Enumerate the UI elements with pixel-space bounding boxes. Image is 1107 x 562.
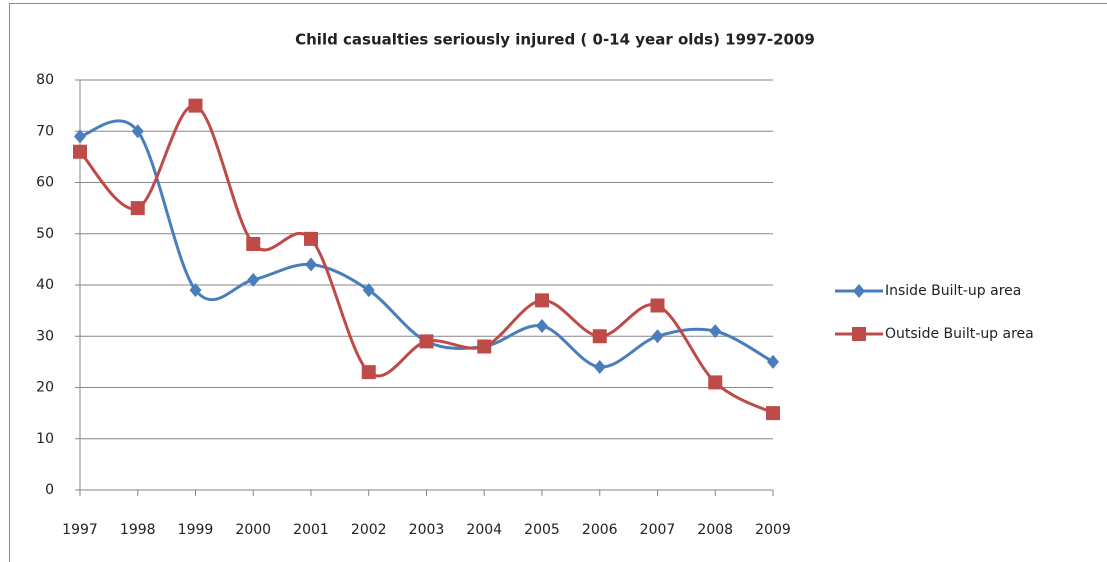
data-point bbox=[419, 334, 434, 349]
x-tick-label: 2004 bbox=[466, 522, 502, 538]
x-tick-label: 1998 bbox=[120, 522, 156, 538]
x-tick-label: 1999 bbox=[178, 522, 214, 538]
x-tick-label: 2006 bbox=[582, 522, 618, 538]
data-point bbox=[650, 298, 665, 313]
data-point bbox=[189, 283, 202, 298]
series-line bbox=[78, 104, 774, 415]
data-point bbox=[305, 257, 317, 272]
legend-label: Outside Built-up area bbox=[885, 326, 1034, 342]
legend-marker bbox=[853, 284, 865, 298]
chart-title: Child casualties seriously injured ( 0-1… bbox=[295, 31, 815, 49]
data-point bbox=[709, 324, 722, 339]
data-point bbox=[593, 360, 606, 374]
y-tick-label: 70 bbox=[36, 123, 54, 139]
data-point bbox=[708, 375, 723, 390]
data-point bbox=[535, 293, 549, 308]
data-point bbox=[130, 201, 145, 216]
x-tick-label: 2000 bbox=[235, 522, 271, 538]
y-tick-label: 0 bbox=[45, 482, 54, 498]
legend-label: Inside Built-up area bbox=[885, 283, 1021, 299]
x-tick-label: 2007 bbox=[640, 522, 676, 538]
data-point bbox=[247, 272, 260, 287]
y-tick-label: 20 bbox=[36, 380, 54, 396]
x-tick-label: 2003 bbox=[409, 522, 445, 538]
x-tick-label: 2008 bbox=[697, 522, 733, 538]
data-point bbox=[766, 406, 780, 421]
data-point bbox=[246, 237, 261, 251]
x-tick-label: 2005 bbox=[524, 522, 560, 538]
data-point bbox=[361, 365, 376, 380]
data-point bbox=[73, 144, 87, 159]
data-point bbox=[651, 329, 664, 344]
y-tick-label: 50 bbox=[36, 226, 54, 242]
y-tick-label: 40 bbox=[36, 277, 54, 293]
data-point bbox=[131, 124, 144, 139]
x-tick-label: 2009 bbox=[755, 522, 791, 538]
data-point bbox=[477, 339, 492, 354]
data-point bbox=[767, 354, 779, 369]
x-tick-label: 2002 bbox=[351, 522, 387, 538]
series-line bbox=[79, 119, 774, 369]
x-tick-label: 1997 bbox=[62, 522, 98, 538]
data-point bbox=[188, 98, 203, 113]
legend-marker bbox=[852, 327, 866, 341]
y-tick-label: 60 bbox=[36, 175, 54, 191]
data-point bbox=[536, 319, 548, 333]
x-tick-label: 2001 bbox=[293, 522, 329, 538]
y-tick-label: 10 bbox=[36, 431, 54, 447]
data-point bbox=[74, 129, 86, 144]
data-point bbox=[592, 329, 607, 344]
data-point bbox=[362, 283, 375, 298]
y-tick-label: 30 bbox=[36, 328, 54, 344]
data-point bbox=[304, 231, 318, 246]
y-tick-label: 80 bbox=[36, 72, 54, 88]
